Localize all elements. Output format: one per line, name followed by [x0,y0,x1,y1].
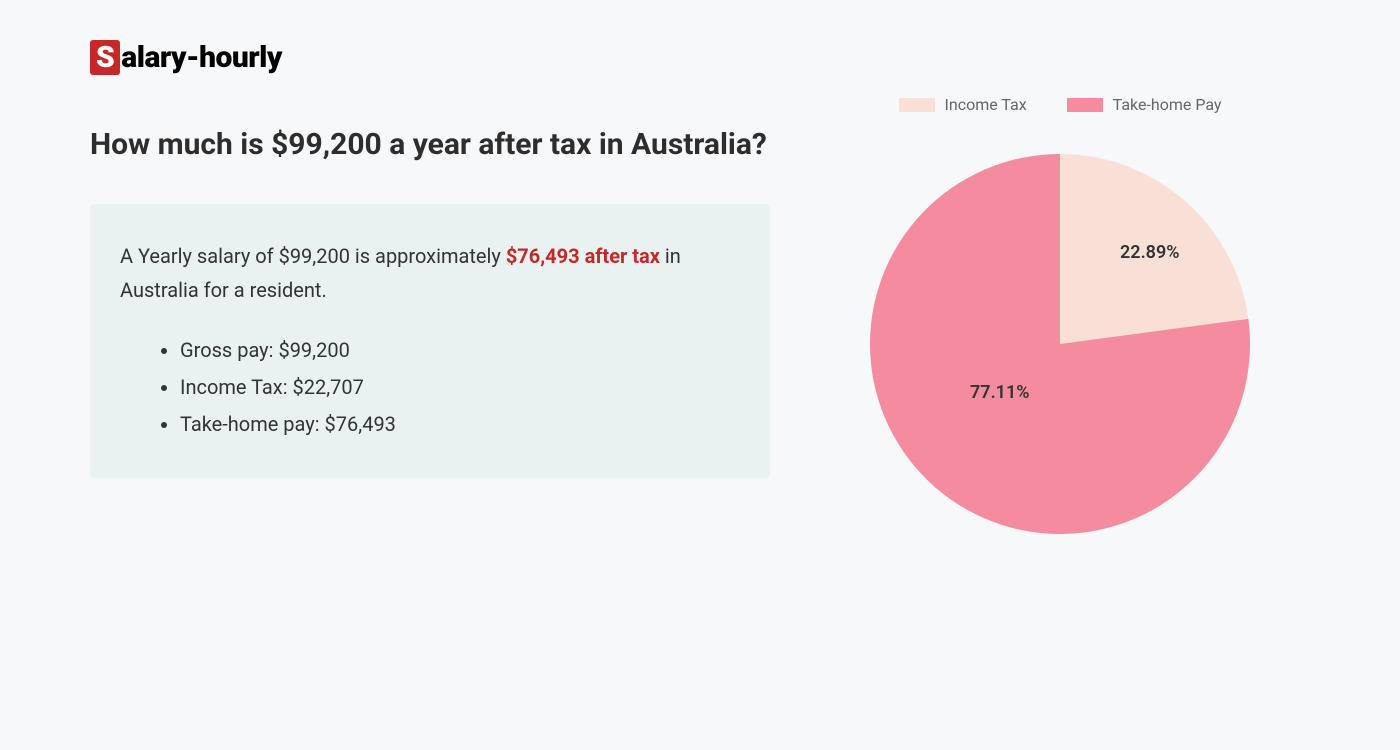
list-item: Gross pay: $99,200 [180,332,740,369]
logo-text: alary-hourly [121,40,282,75]
summary-highlight: $76,493 after tax [506,244,660,268]
breakdown-list: Gross pay: $99,200 Income Tax: $22,707 T… [120,332,740,443]
left-column: How much is $99,200 a year after tax in … [90,125,770,554]
pie-svg [870,134,1250,554]
legend-swatch [899,98,935,112]
chart-column: Income Tax Take-home Pay 22.89% 77.11% [850,95,1270,554]
pie-slice-label: 22.89% [1120,242,1180,263]
legend-item-income-tax: Income Tax [899,95,1027,114]
summary-sentence: A Yearly salary of $99,200 is approximat… [120,239,740,307]
page-title: How much is $99,200 a year after tax in … [90,125,770,164]
site-logo: Salary-hourly [90,40,1310,75]
list-item: Income Tax: $22,707 [180,369,740,406]
chart-legend: Income Tax Take-home Pay [899,95,1222,114]
legend-label: Income Tax [945,95,1027,114]
summary-prefix: A Yearly salary of $99,200 is approximat… [120,244,506,268]
summary-box: A Yearly salary of $99,200 is approximat… [90,204,770,478]
pie-slice-label: 77.11% [970,382,1030,403]
main-content: How much is $99,200 a year after tax in … [90,125,1310,554]
logo-badge: S [90,40,120,75]
pie-chart: 22.89% 77.11% [870,134,1250,554]
legend-item-take-home: Take-home Pay [1067,95,1222,114]
list-item: Take-home pay: $76,493 [180,406,740,443]
legend-swatch [1067,98,1103,112]
legend-label: Take-home Pay [1113,95,1222,114]
